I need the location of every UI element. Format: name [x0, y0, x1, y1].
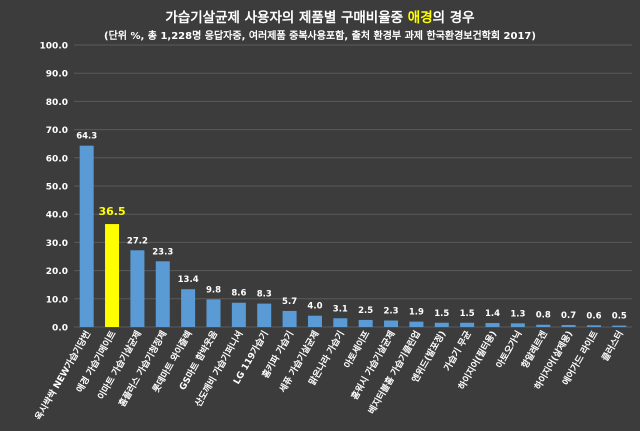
title-highlight: 애경: [407, 10, 433, 26]
data-label: 8.3: [257, 290, 272, 300]
bar: [206, 299, 221, 327]
bar: [536, 324, 551, 327]
data-label: 4.0: [307, 302, 322, 312]
data-label: 1.5: [460, 309, 475, 319]
data-label: 1.4: [485, 309, 500, 319]
bar: [231, 302, 246, 327]
bar: [510, 323, 525, 327]
bar: [612, 325, 627, 327]
bar: [460, 322, 475, 327]
data-label: 0.7: [561, 311, 576, 321]
y-tick-label: 10.0: [46, 295, 68, 305]
bar: [105, 224, 120, 327]
y-tick-label: 90.0: [46, 70, 68, 80]
data-label: 9.8: [206, 285, 221, 295]
chart-title: 가습기살균제 사용자의 제품별 구매비율중 애경의 경우: [0, 6, 640, 26]
bar: [485, 323, 500, 327]
y-tick-label: 80.0: [46, 98, 68, 108]
bar: [586, 325, 601, 327]
data-label: 36.5: [98, 205, 125, 218]
data-label: 0.8: [536, 311, 551, 321]
bar: [434, 322, 449, 327]
bar: [79, 145, 94, 327]
data-label: 2.3: [384, 307, 399, 317]
title-suffix: 의 경우: [432, 10, 475, 26]
data-label: 23.3: [152, 247, 173, 257]
y-tick-label: 20.0: [46, 267, 68, 277]
bar: [181, 289, 196, 327]
bar: [130, 250, 145, 327]
y-tick-label: 30.0: [46, 239, 68, 249]
data-label: 8.6: [231, 289, 246, 299]
bar: [561, 325, 576, 327]
y-tick-label: 60.0: [46, 154, 68, 164]
data-label: 13.4: [178, 275, 199, 285]
bar: [384, 320, 399, 327]
y-tick-label: 50.0: [46, 183, 68, 193]
x-tick-label: 클러스터: [599, 329, 626, 364]
y-tick-label: 70.0: [46, 126, 68, 136]
data-label: 1.3: [510, 309, 525, 319]
data-label: 1.9: [409, 308, 424, 318]
bar: [307, 315, 322, 327]
data-label: 2.5: [358, 306, 373, 316]
y-tick-label: 40.0: [46, 211, 68, 221]
y-tick-label: 0.0: [52, 324, 68, 334]
data-label: 0.6: [586, 311, 601, 321]
bar: [358, 319, 373, 327]
title-prefix: 가습기살균제 사용자의 제품별 구매비율중: [165, 10, 408, 26]
data-label: 0.5: [612, 312, 627, 322]
y-tick-label: 100.0: [40, 42, 68, 52]
bar: [333, 318, 348, 327]
data-label: 1.5: [434, 309, 449, 319]
data-label: 3.1: [333, 304, 348, 314]
bar: [257, 303, 272, 327]
data-label: 27.2: [127, 236, 148, 246]
bar: [155, 261, 170, 327]
data-label: 64.3: [76, 132, 97, 142]
data-label: 5.7: [282, 297, 297, 307]
bar: [282, 310, 297, 327]
chart-subtitle: (단위 %, 총 1,228명 응답자중, 여러제품 중복사용포함, 출처 환경…: [104, 31, 536, 42]
bar: [409, 321, 424, 327]
